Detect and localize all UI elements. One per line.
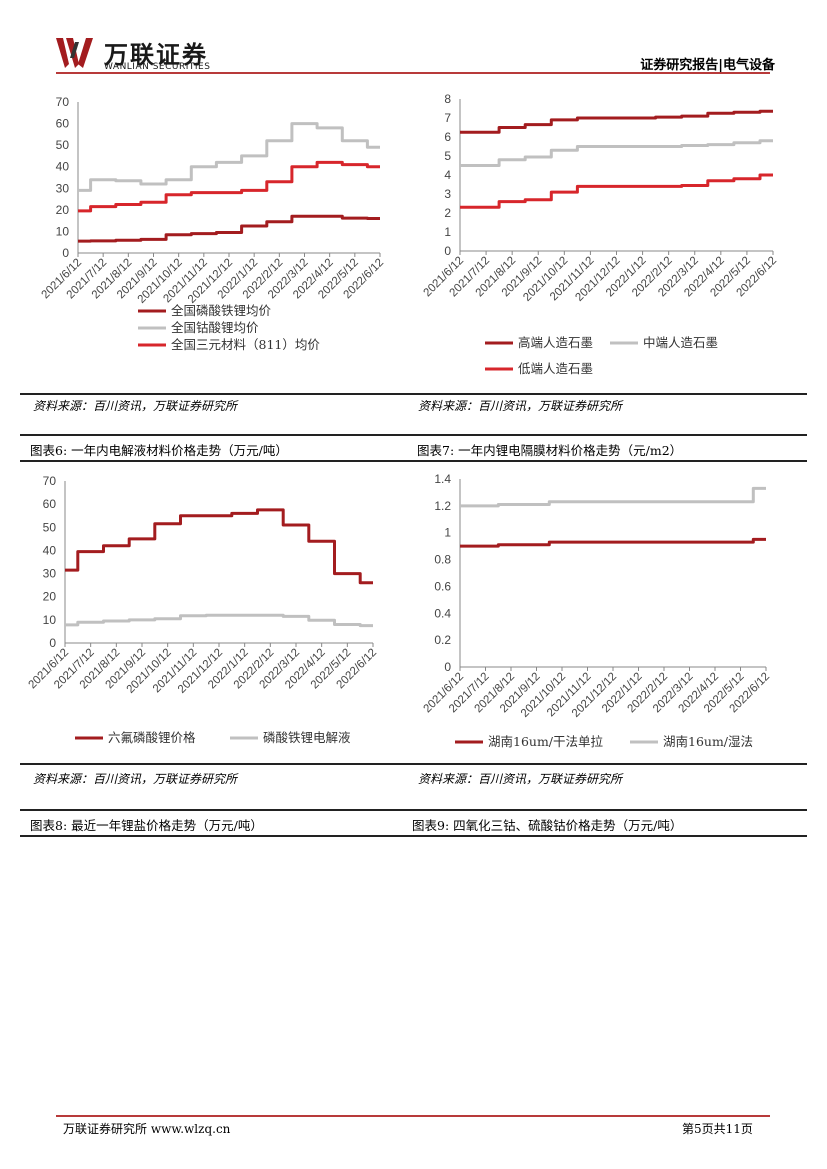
y-tick-label: 1 (444, 526, 451, 540)
chart-graphite-prices: 0123456782021/6/122021/7/122021/8/122021… (421, 92, 779, 376)
legend-label: 低端人造石墨 (518, 361, 593, 376)
divider-row3-top (20, 763, 807, 765)
source-note-left-1: 资料来源：百川资讯，万联证券研究所 (33, 399, 238, 413)
series-line-2 (78, 122, 380, 192)
y-tick-label: 1.4 (434, 472, 451, 486)
legend-label: 六氟磷酸锂价格 (108, 730, 196, 745)
legend-label: 全国钴酸锂均价 (171, 320, 259, 335)
series-line-2 (460, 139, 773, 167)
figure-title-6: 图表6: 一年内电解液材料价格走势（万元/吨） (30, 443, 288, 458)
series-line-1 (460, 109, 773, 134)
footer-left: 万联证券研究所 www.wlzq.cn (63, 1122, 231, 1136)
y-tick-label: 40 (43, 543, 57, 557)
divider-row4-bottom (20, 835, 807, 837)
y-tick-label: 40 (56, 160, 70, 174)
y-tick-label: 8 (444, 92, 451, 106)
wanlian-logo-icon (56, 38, 93, 68)
figure-title-7: 图表7: 一年内锂电隔膜材料价格走势（元/m2） (417, 443, 683, 458)
y-tick-label: 30 (56, 181, 70, 195)
legend-label: 全国磷酸铁锂均价 (171, 303, 272, 318)
y-tick-label: 0.6 (434, 579, 451, 593)
y-tick-label: 2 (444, 206, 451, 220)
chart-cathode-prices: 0102030405060702021/6/122021/7/122021/8/… (39, 95, 386, 352)
chart-lithium-salt-prices: 0102030405060702021/6/122021/7/122021/8/… (26, 474, 379, 745)
legend-label: 湖南16um/干法单拉 (488, 734, 604, 749)
brand-name-cn: 万联证券 (104, 41, 208, 69)
y-tick-label: 50 (43, 520, 57, 534)
divider-row1-top (20, 393, 807, 395)
y-tick-label: 60 (56, 117, 70, 131)
series-line-1 (78, 214, 380, 243)
figure-title-8: 图表8: 最近一年锂盐价格走势（万元/吨） (30, 818, 263, 833)
series-line-1 (460, 537, 766, 548)
y-tick-label: 0.4 (434, 606, 451, 620)
y-tick-label: 10 (56, 224, 70, 238)
y-tick-label: 3 (444, 187, 451, 201)
y-tick-label: 1 (444, 225, 451, 239)
legend-label: 高端人造石墨 (518, 335, 593, 350)
legend-label: 中端人造石墨 (643, 335, 718, 350)
y-tick-label: 20 (56, 203, 70, 217)
chart-separator-prices: 00.20.40.60.811.21.42021/6/122021/7/1220… (421, 472, 772, 749)
y-tick-label: 50 (56, 138, 70, 152)
source-note-left-2: 资料来源：百川资讯，万联证券研究所 (33, 772, 238, 786)
y-tick-label: 0.2 (434, 633, 451, 647)
series-line-3 (460, 173, 773, 209)
y-tick-label: 30 (43, 567, 57, 581)
legend-label: 磷酸铁锂电解液 (263, 730, 351, 745)
y-tick-label: 0.8 (434, 553, 451, 567)
divider-row4-top (20, 809, 807, 811)
series-line-2 (65, 613, 373, 628)
header-divider (56, 72, 770, 74)
report-type: 证券研究报告|电气设备 (640, 58, 775, 73)
legend-label: 湖南16um/湿法 (663, 734, 753, 749)
y-tick-label: 1.2 (434, 499, 451, 513)
y-tick-label: 70 (56, 95, 70, 109)
y-tick-label: 0 (49, 636, 56, 650)
source-note-right-2: 资料来源：百川资讯，万联证券研究所 (418, 772, 623, 786)
y-tick-label: 10 (43, 613, 57, 627)
figure-title-9: 图表9: 四氧化三钴、硫酸钴价格走势（万元/吨） (412, 818, 683, 833)
divider-row2-top (20, 434, 807, 436)
footer-page-number: 第5页共11页 (682, 1122, 753, 1136)
y-tick-label: 0 (444, 660, 451, 674)
source-note-right-1: 资料来源：百川资讯，万联证券研究所 (418, 399, 623, 413)
y-tick-label: 0 (444, 244, 451, 258)
brand-name-en: WANLIAN SECURITIES (104, 62, 211, 72)
y-tick-label: 7 (444, 111, 451, 125)
y-tick-label: 0 (62, 246, 69, 260)
divider-row2-bottom (20, 460, 807, 462)
y-tick-label: 20 (43, 590, 57, 604)
series-line-2 (460, 486, 766, 508)
series-line-3 (78, 160, 380, 213)
y-tick-label: 6 (444, 130, 451, 144)
y-tick-label: 60 (43, 497, 57, 511)
y-tick-label: 70 (43, 474, 57, 488)
y-tick-label: 5 (444, 149, 451, 163)
y-tick-label: 4 (444, 168, 451, 182)
legend-label: 全国三元材料（811）均价 (171, 337, 320, 352)
footer-divider (56, 1115, 770, 1117)
series-line-1 (65, 508, 373, 585)
